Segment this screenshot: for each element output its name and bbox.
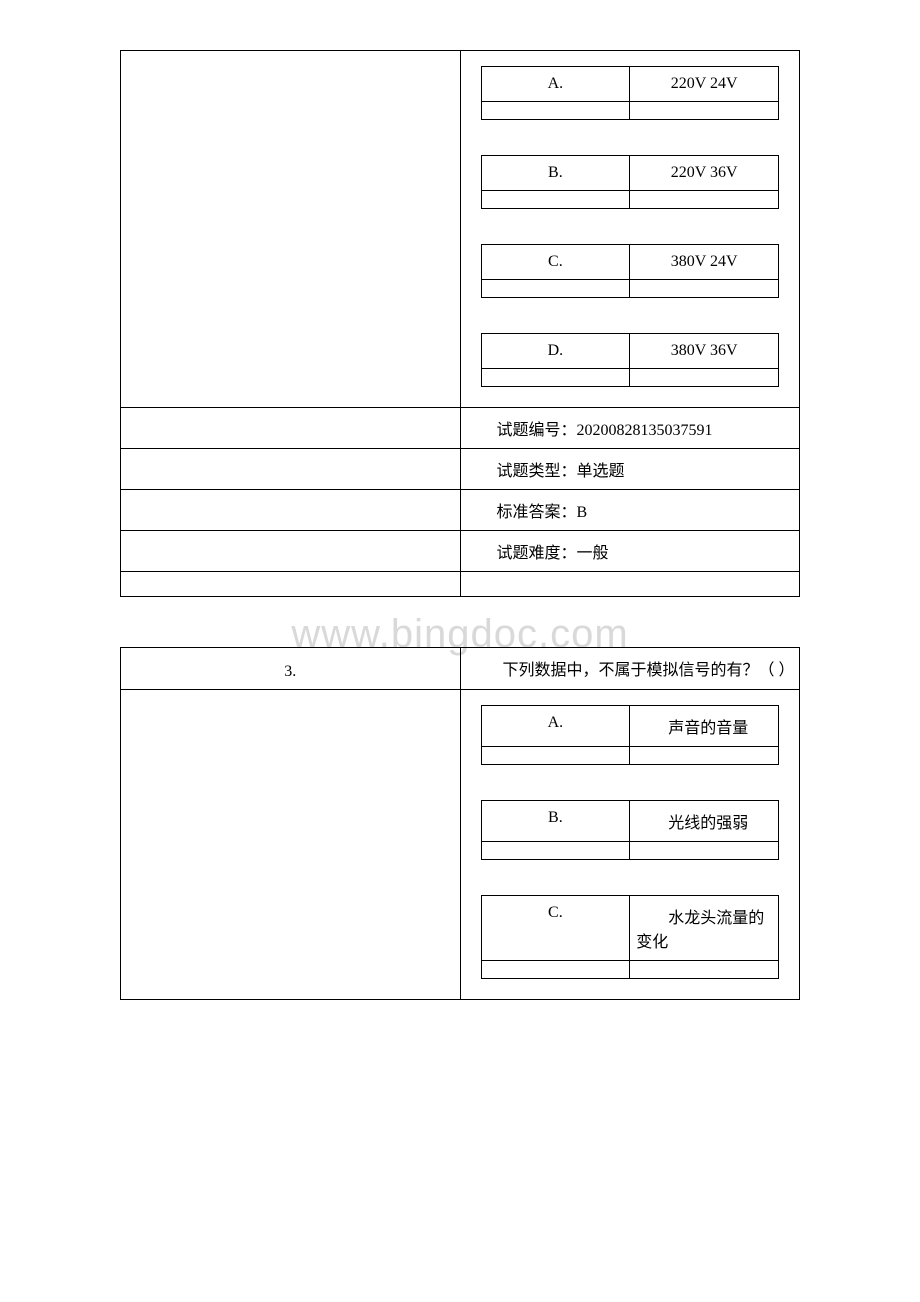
option-text: 声音的音量 [630,706,779,747]
option-b-box: B. 光线的强弱 [481,800,780,860]
option-letter: D. [481,334,630,369]
left-empty-cell [121,690,461,1000]
option-text: 380V 24V [630,245,779,280]
meta-difficulty: 试题难度：一般 [460,531,800,572]
question-table-2: 3. 下列数据中，不属于模拟信号的有？（ ） A. 声音的音量 B. 光线的强弱 [120,647,800,1000]
meta-left-empty [121,490,461,531]
option-text: 水龙头流量的变化 [630,896,779,961]
meta-empty [460,572,800,597]
option-text: 380V 36V [630,334,779,369]
option-text: 光线的强弱 [630,801,779,842]
meta-id: 试题编号：20200828135037591 [460,408,800,449]
options-cell: A. 声音的音量 B. 光线的强弱 C. 水龙头流量的变化 [460,690,800,1000]
option-a-box: A. 声音的音量 [481,705,780,765]
meta-type: 试题类型：单选题 [460,449,800,490]
option-text: 220V 36V [630,156,779,191]
question-number: 3. [121,648,461,690]
option-letter: C. [481,245,630,280]
question-table-1: A. 220V 24V B. 220V 36V C. 380V 24V [120,50,800,597]
option-letter: B. [481,156,630,191]
left-empty-cell [121,51,461,408]
meta-left-empty [121,449,461,490]
option-b-box: B. 220V 36V [481,155,780,209]
option-a-box: A. 220V 24V [481,66,780,120]
option-letter: A. [481,706,630,747]
option-c-box: C. 380V 24V [481,244,780,298]
option-letter: B. [481,801,630,842]
option-letter: C. [481,896,630,961]
meta-left-empty [121,408,461,449]
question-text: 下列数据中，不属于模拟信号的有？（ ） [460,648,800,690]
meta-left-empty [121,572,461,597]
options-cell: A. 220V 24V B. 220V 36V C. 380V 24V [460,51,800,408]
option-c-box: C. 水龙头流量的变化 [481,895,780,979]
option-d-box: D. 380V 36V [481,333,780,387]
option-text: 220V 24V [630,67,779,102]
meta-left-empty [121,531,461,572]
meta-answer: 标准答案：B [460,490,800,531]
option-letter: A. [481,67,630,102]
